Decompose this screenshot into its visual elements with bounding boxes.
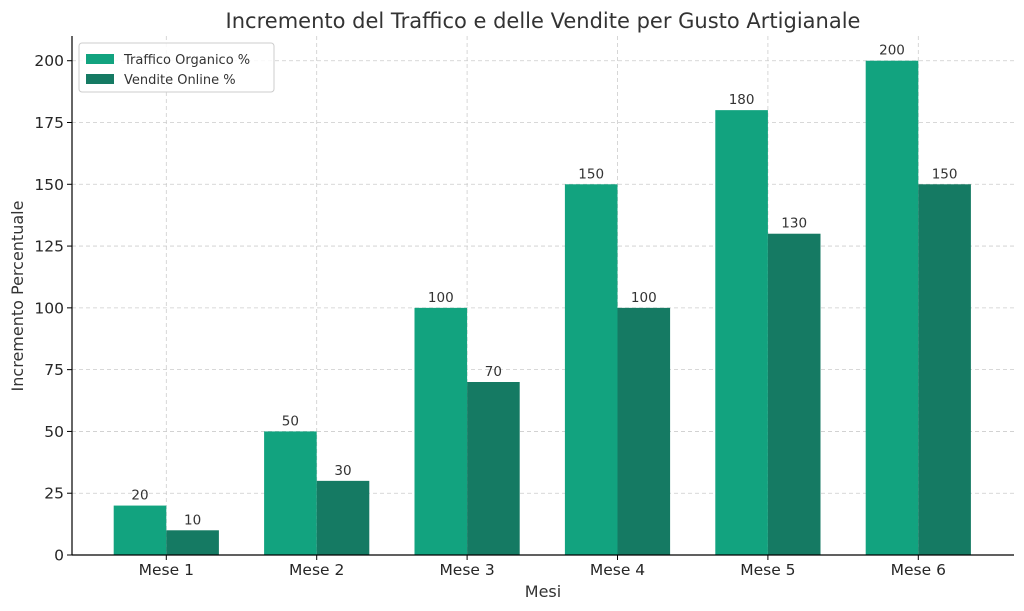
legend: Traffico Organico % Vendite Online % <box>78 42 275 93</box>
x-tick-label: Mese 2 <box>289 561 344 579</box>
chart-title: Incremento del Traffico e delle Vendite … <box>226 9 861 33</box>
y-tick-label: 150 <box>34 176 64 194</box>
bar-series-1-mese-6 <box>865 60 919 555</box>
y-tick-label: 75 <box>44 361 64 379</box>
bar-series-2-mese-2 <box>316 480 370 555</box>
bar-series-1-mese-4 <box>564 184 618 556</box>
x-tick-label: Mese 4 <box>590 561 645 579</box>
data-label: 150 <box>932 166 958 182</box>
x-axis-label: Mesi <box>525 582 561 601</box>
y-tick-label: 175 <box>34 114 64 132</box>
x-tick-label: Mese 6 <box>891 561 946 579</box>
bar-series-2-mese-5 <box>767 233 821 555</box>
data-label: 130 <box>781 216 807 232</box>
x-tick-label: Mese 5 <box>740 561 795 579</box>
data-labels: 20 50 100 150 180 200 10 30 70 100 130 150 <box>131 43 957 529</box>
y-axis-label: Incremento Percentuale <box>8 201 27 392</box>
y-tick-label: 100 <box>34 299 64 317</box>
bar-series-1-mese-2 <box>264 431 317 555</box>
y-ticks: 0 25 50 75 100 125 150 175 200 <box>34 52 72 565</box>
data-label: 20 <box>131 488 148 504</box>
data-label: 50 <box>282 413 299 429</box>
data-label: 70 <box>485 364 502 380</box>
y-tick-label: 0 <box>54 547 64 565</box>
x-ticks: Mese 1 Mese 2 Mese 3 Mese 4 Mese 5 Mese 6 <box>139 555 946 579</box>
y-tick-label: 25 <box>44 485 64 503</box>
data-label: 180 <box>729 92 755 108</box>
bars <box>113 60 971 556</box>
legend-label: Traffico Organico % <box>123 53 250 68</box>
bar-series-1-mese-5 <box>715 110 768 556</box>
legend-swatch <box>86 54 114 64</box>
data-label: 30 <box>334 463 351 479</box>
x-tick-label: Mese 3 <box>439 561 494 579</box>
bar-series-2-mese-3 <box>467 382 520 555</box>
y-tick-label: 125 <box>34 238 64 256</box>
bar-series-2-mese-1 <box>166 530 219 555</box>
legend-label: Vendite Online % <box>124 73 236 88</box>
legend-swatch <box>86 74 114 84</box>
bar-series-1-mese-1 <box>113 505 167 555</box>
bar-series-1-mese-3 <box>414 307 468 555</box>
legend-box <box>78 42 275 93</box>
data-label: 10 <box>184 512 201 528</box>
y-tick-label: 200 <box>34 52 64 70</box>
data-label: 100 <box>428 290 454 306</box>
data-label: 100 <box>631 290 657 306</box>
x-tick-label: Mese 1 <box>139 561 194 579</box>
bar-series-2-mese-6 <box>918 184 971 556</box>
y-tick-label: 50 <box>44 423 64 441</box>
data-label: 200 <box>879 43 905 59</box>
data-label: 150 <box>578 166 604 182</box>
bar-series-2-mese-4 <box>617 307 671 555</box>
